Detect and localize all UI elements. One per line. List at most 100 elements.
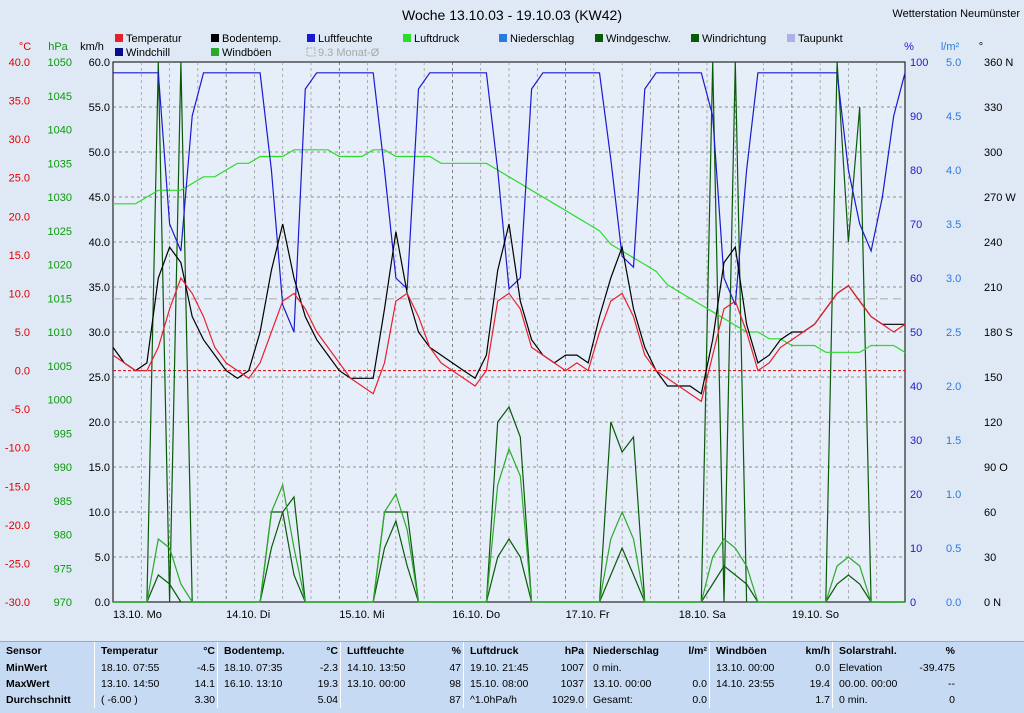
rain-tick-label: 1.5	[946, 435, 961, 447]
stats-value: hPa	[564, 645, 584, 657]
stats-value: 0.0	[692, 678, 707, 690]
unit-label: °	[979, 41, 983, 53]
stats-value: 1.7	[815, 694, 830, 706]
legend-label: Windchill	[126, 47, 170, 59]
stats-value: °C	[326, 645, 338, 657]
series-line-windb-en	[113, 447, 905, 603]
stats-value: Gesamt:	[586, 692, 669, 708]
humidity-tick-label: 60	[910, 273, 922, 285]
unit-label: hPa	[48, 41, 68, 53]
legend-label: Luftdruck	[414, 33, 460, 45]
pressure-tick-label: 1030	[48, 192, 72, 204]
stats-row: MinWert 18.10. 07:55 -4.5 18.10. 07:35 -2.3 1…	[0, 660, 957, 676]
x-tick-label: 13.10. Mo	[113, 609, 162, 621]
rain-tick-label: 2.5	[946, 327, 961, 339]
humidity-tick-label: 80	[910, 165, 922, 177]
direction-tick-label: 0 N	[984, 597, 1001, 609]
stats-value: 19.3	[317, 678, 338, 690]
humidity-tick-label: 90	[910, 111, 922, 123]
stats-value: 1007	[560, 662, 584, 674]
stats-value	[709, 692, 792, 708]
weather-chart: Woche 13.10.03 - 19.10.03 (KW42) Wetters…	[5, 7, 1020, 621]
legend-swatch	[211, 48, 219, 56]
pressure-tick-label: 1025	[48, 226, 72, 238]
temp-tick-label: 35.0	[9, 96, 30, 108]
stats-value: 19.10. 21:45	[463, 660, 546, 676]
axis-ticks: 40.0 35.0 30.0 25.0 20.0 15.0 10.0 5.0 0.0 -5.0 -1…	[5, 57, 1016, 621]
stats-value: -39.475	[919, 662, 955, 674]
stats-value: Niederschlag	[586, 642, 669, 660]
series-layer	[112, 61, 906, 603]
pressure-tick-label: 1010	[48, 327, 72, 339]
pressure-tick-label: 1035	[48, 158, 72, 170]
stats-value: 0	[949, 694, 955, 706]
temp-tick-label: -10.0	[5, 443, 30, 455]
stats-value: 14.1	[194, 678, 215, 690]
pressure-tick-label: 1050	[48, 57, 72, 69]
wind-tick-label: 50.0	[89, 147, 110, 159]
stats-value: Solarstrahl.	[832, 642, 917, 660]
legend-label: 9.3 Monat-Ø	[318, 47, 380, 59]
stats-value: %	[451, 645, 461, 657]
legend-label: Temperatur	[126, 33, 182, 45]
stats-row-label: Sensor	[6, 645, 42, 657]
temp-tick-label: -5.0	[11, 404, 30, 416]
stats-value: Elevation	[832, 660, 917, 676]
x-tick-label: 16.10. Do	[452, 609, 500, 621]
unit-label: km/h	[80, 41, 104, 53]
wind-tick-label: 20.0	[89, 417, 110, 429]
stats-value: 18.10. 07:35	[217, 660, 300, 676]
stats-value: 13.10. 00:00	[586, 676, 669, 692]
stats-value: 98	[449, 678, 461, 690]
direction-tick-label: 90 O	[984, 462, 1008, 474]
direction-tick-label: 270 W	[984, 192, 1016, 204]
stats-row: Durchschnitt ( -6.00 ) 3.30 5.04 87 ^1.0hPa/h…	[0, 692, 957, 708]
stats-value: 1029.0	[551, 694, 584, 706]
legend-label: Windgeschw.	[606, 33, 671, 45]
pressure-tick-label: 975	[54, 563, 72, 575]
stats-value: 13.10. 14:50	[94, 676, 177, 692]
humidity-tick-label: 20	[910, 489, 922, 501]
legend-swatch	[306, 47, 316, 57]
stats-value: 5.04	[317, 694, 338, 706]
direction-tick-label: 120	[984, 417, 1002, 429]
legend-swatch	[307, 34, 315, 42]
wind-tick-label: 25.0	[89, 372, 110, 384]
humidity-tick-label: 40	[910, 381, 922, 393]
stats-value: Temperatur	[94, 642, 177, 660]
stats-value: 0.0	[815, 662, 830, 674]
legend-swatch	[499, 34, 507, 42]
direction-tick-label: 150	[984, 372, 1002, 384]
stats-value: %	[945, 645, 955, 657]
pressure-tick-label: 1015	[48, 293, 72, 305]
stats-row: MaxWert 13.10. 14:50 14.1 16.10. 13:10 19.3 1…	[0, 676, 957, 692]
x-tick-label: 18.10. Sa	[679, 609, 727, 621]
chart-title: Woche 13.10.03 - 19.10.03 (KW42)	[402, 7, 622, 23]
temp-tick-label: 5.0	[15, 327, 30, 339]
wind-tick-label: 35.0	[89, 282, 110, 294]
stats-value: 18.10. 07:55	[94, 660, 177, 676]
stats-value: 0 min.	[832, 692, 917, 708]
humidity-tick-label: 100	[910, 57, 928, 69]
wind-tick-label: 55.0	[89, 102, 110, 114]
direction-tick-label: 60	[984, 507, 996, 519]
grid	[113, 62, 905, 602]
legend-swatch	[691, 34, 699, 42]
temp-tick-label: 15.0	[9, 250, 30, 262]
direction-tick-label: 330	[984, 102, 1002, 114]
temp-tick-label: 30.0	[9, 134, 30, 146]
legend-label: Niederschlag	[510, 33, 574, 45]
stats-value: 16.10. 13:10	[217, 676, 300, 692]
pressure-tick-label: 980	[54, 530, 72, 542]
temp-tick-label: -20.0	[5, 520, 30, 532]
direction-tick-label: 240	[984, 237, 1002, 249]
stats-row-label: Durchschnitt	[6, 694, 71, 706]
series-line-bodentemp-	[112, 223, 905, 395]
wind-tick-label: 5.0	[95, 552, 110, 564]
stats-value: 13.10. 00:00	[709, 660, 792, 676]
legend-label: Taupunkt	[798, 33, 843, 45]
humidity-tick-label: 10	[910, 543, 922, 555]
direction-tick-label: 360 N	[984, 57, 1013, 69]
legend-swatch	[403, 34, 411, 42]
stats-value: 14.10. 23:55	[709, 676, 792, 692]
